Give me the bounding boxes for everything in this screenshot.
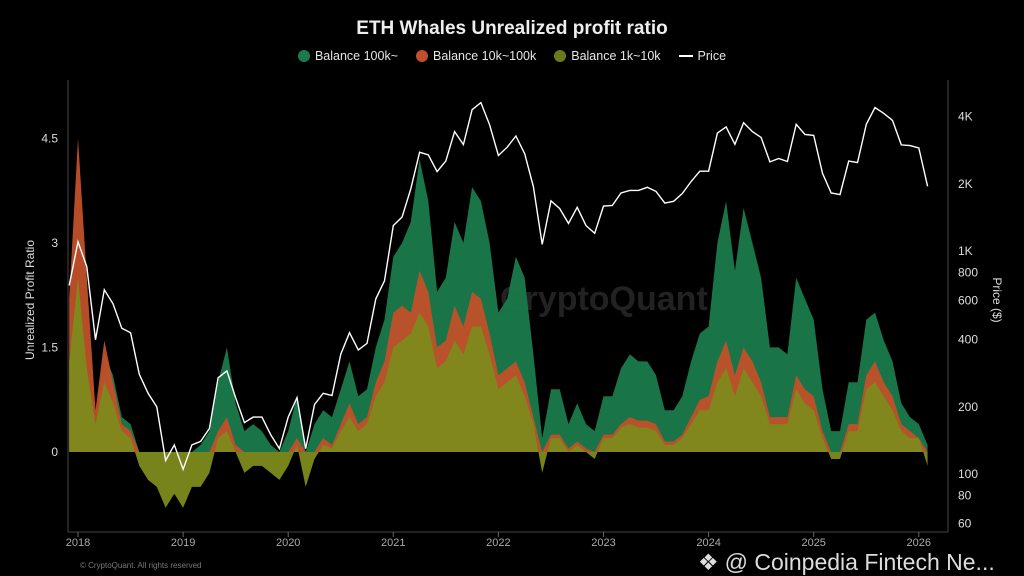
legend-swatch [297,50,310,62]
x-tick-label: 2020 [276,537,300,549]
y2-tick-label: 400 [958,333,978,347]
y-axis-label: Unrealized Profit Ratio [23,240,37,360]
area-balance-1k-10k [69,277,928,508]
legend-label: Price [697,49,727,63]
x-tick-label: 2021 [381,537,405,549]
legend-label: Balance 10k~100k [433,49,537,63]
legend-label: Balance 1k~10k [571,49,661,63]
copyright: © CryptoQuant. All rights reserved [80,561,202,570]
y-tick-label: 0 [51,445,58,459]
legend-swatch [554,50,567,62]
x-tick-label: 2026 [907,537,931,549]
x-tick-label: 2025 [801,537,825,549]
y2-tick-label: 200 [958,400,978,414]
y2-tick-label: 100 [958,467,978,481]
watermark: CryptoQuant [500,280,708,318]
legend-swatch [416,50,429,62]
legend-swatch [678,55,693,57]
x-tick-label: 2023 [591,537,615,549]
footer-credit: ❖ @ Coinpedia Fintech Ne... [698,549,995,575]
x-tick-label: 2024 [696,537,720,549]
chart-title: ETH Whales Unrealized profit ratio [356,18,668,39]
legend-item-10k[interactable]: Balance 10k~100k [416,49,536,63]
legend: Balance 100k~ Balance 10k~100k Balance 1… [0,49,1024,63]
x-tick-label: 2022 [486,537,510,549]
x-tick-label: 2018 [66,537,90,549]
y-tick-label: 4.5 [41,131,58,145]
x-tick-label: 2019 [171,537,195,549]
y-tick-label: 3 [51,236,58,250]
y2-tick-label: 1K [958,244,973,258]
binance-square-icon: ❖ [698,549,719,575]
price-line [68,101,929,472]
y2-tick-label: 60 [958,516,972,530]
y2-tick-label: 800 [958,266,978,280]
y-tick-label: 1.5 [41,340,58,354]
area-balance-10k-100k [69,138,928,453]
y2-tick-label: 4K [958,110,973,124]
y2-tick-label: 2K [958,177,973,191]
legend-item-100k[interactable]: Balance 100k~ [297,49,399,63]
footer-text: @ Coinpedia Fintech Ne... [724,549,995,575]
y2-tick-label: 80 [958,489,972,503]
y2-axis-label: Price ($) [990,277,1004,322]
legend-label: Balance 100k~ [314,49,399,63]
y2-tick-label: 600 [958,293,978,307]
legend-item-price[interactable]: Price [678,49,727,63]
legend-item-1k[interactable]: Balance 1k~10k [554,49,661,63]
